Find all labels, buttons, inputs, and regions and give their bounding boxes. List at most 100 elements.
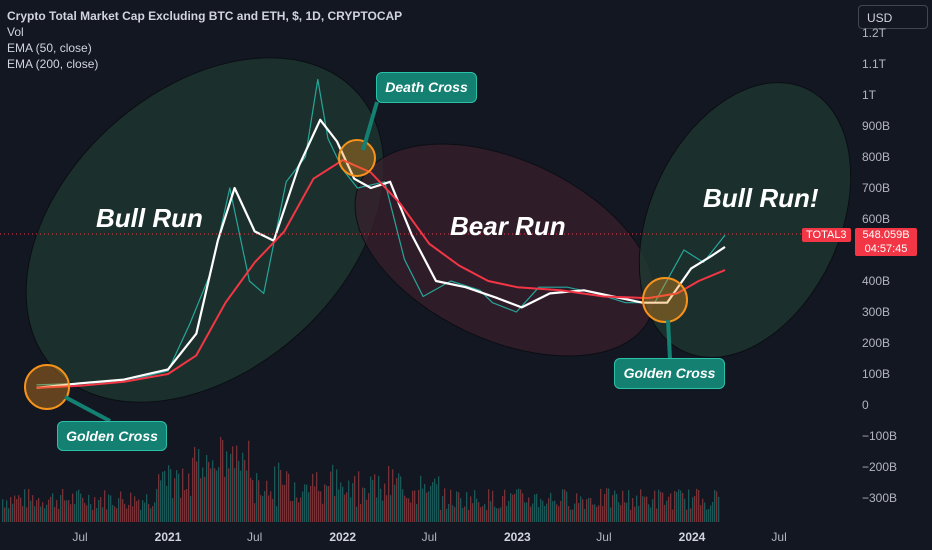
x-tick-label: Jul xyxy=(72,530,88,544)
volume-bar xyxy=(192,457,194,522)
volume-bar xyxy=(612,495,614,522)
volume-bar xyxy=(346,492,348,522)
volume-bar xyxy=(432,481,434,522)
volume-bar xyxy=(586,499,588,522)
volume-bar xyxy=(308,492,310,522)
volume-bar xyxy=(24,489,26,522)
volume-bar xyxy=(386,495,388,522)
volume-bar xyxy=(406,497,408,522)
volume-bar xyxy=(126,508,128,522)
volume-bar xyxy=(274,466,276,522)
volume-bar xyxy=(266,480,268,522)
volume-bar xyxy=(300,497,302,522)
volume-bar xyxy=(536,493,538,522)
currency-button[interactable]: USD xyxy=(858,5,928,29)
volume-bar xyxy=(188,473,190,522)
volume-bar xyxy=(448,503,450,522)
volume-bar xyxy=(716,491,718,522)
y-tick-label: 1T xyxy=(862,88,877,102)
volume-bar xyxy=(102,507,104,522)
cross-markers xyxy=(24,101,688,423)
volume-bar xyxy=(354,476,356,522)
volume-bar xyxy=(628,490,630,522)
volume-bar xyxy=(184,490,186,522)
legend-vol[interactable]: Vol xyxy=(7,25,24,39)
volume-bar xyxy=(466,492,468,522)
golden-cross-callout-right: Golden Cross xyxy=(614,358,725,389)
volume-bar xyxy=(302,491,304,522)
volume-bar xyxy=(260,495,262,522)
volume-bar xyxy=(322,503,324,522)
volume-bar xyxy=(672,509,674,522)
y-tick-label: 400B xyxy=(862,274,891,288)
volume-bar xyxy=(390,495,392,522)
volume-bar xyxy=(516,489,518,522)
legend-ema50[interactable]: EMA (50, close) xyxy=(7,41,92,55)
volume-bar xyxy=(446,508,448,522)
volume-bar xyxy=(632,498,634,522)
volume-bar xyxy=(280,470,282,522)
volume-bar xyxy=(374,474,376,522)
volume-bar xyxy=(256,473,258,522)
x-tick-label: 2024 xyxy=(678,530,706,544)
volume-bar xyxy=(104,490,106,522)
countdown: 04:57:45 xyxy=(864,243,908,255)
volume-bar xyxy=(588,498,590,522)
volume-bar xyxy=(88,494,90,522)
volume-bar xyxy=(340,482,342,522)
volume-bar xyxy=(200,478,202,522)
volume-bar xyxy=(228,468,230,522)
volume-bar xyxy=(534,494,536,522)
volume-bar xyxy=(68,500,70,522)
death-cross-marker xyxy=(338,139,376,177)
ema50-line xyxy=(36,118,726,389)
volume-bar xyxy=(336,469,338,522)
volume-bar xyxy=(544,505,546,522)
volume-bar xyxy=(506,505,508,522)
volume-bar xyxy=(698,490,700,522)
volume-bar xyxy=(86,505,88,522)
volume-bar xyxy=(118,498,120,522)
volume-bar xyxy=(458,492,460,522)
x-tick-label: Jul xyxy=(771,530,787,544)
volume-bar xyxy=(470,496,472,522)
volume-bar xyxy=(444,488,446,522)
volume-bar xyxy=(658,489,660,522)
volume-bar xyxy=(140,509,142,522)
volume-bar xyxy=(54,507,56,522)
volume-bar xyxy=(12,503,14,522)
y-tick-label: 100B xyxy=(862,367,891,381)
volume-bar xyxy=(294,482,296,522)
volume-bar xyxy=(296,497,298,522)
volume-bar xyxy=(292,501,294,522)
volume-bar xyxy=(38,497,40,522)
volume-bar xyxy=(124,503,126,522)
volume-bar xyxy=(360,504,362,522)
y-tick-label: 1.1T xyxy=(862,57,887,71)
volume-bar xyxy=(638,505,640,522)
volume-bar xyxy=(18,495,20,522)
volume-bar xyxy=(708,508,710,522)
volume-bar xyxy=(494,506,496,522)
volume-bar xyxy=(60,495,62,522)
price-series xyxy=(36,78,726,389)
volume-bar xyxy=(240,470,242,522)
volume-bar xyxy=(288,473,290,522)
volume-bar xyxy=(148,504,150,522)
volume-bar xyxy=(422,488,424,522)
legend-ema200[interactable]: EMA (200, close) xyxy=(7,57,99,71)
bear-run-label: Bear Run xyxy=(450,211,566,241)
volume-bar xyxy=(84,502,86,522)
volume-bar xyxy=(596,506,598,522)
volume-bar xyxy=(284,485,286,522)
volume-bar xyxy=(358,471,360,522)
volume-bar xyxy=(476,498,478,522)
volume-bar xyxy=(328,486,330,522)
volume-bar xyxy=(134,496,136,522)
volume-bar xyxy=(234,468,236,522)
volume-bar xyxy=(4,507,6,522)
volume-bar xyxy=(666,500,668,522)
volume-bar xyxy=(270,491,272,522)
volume-bar xyxy=(488,489,490,522)
